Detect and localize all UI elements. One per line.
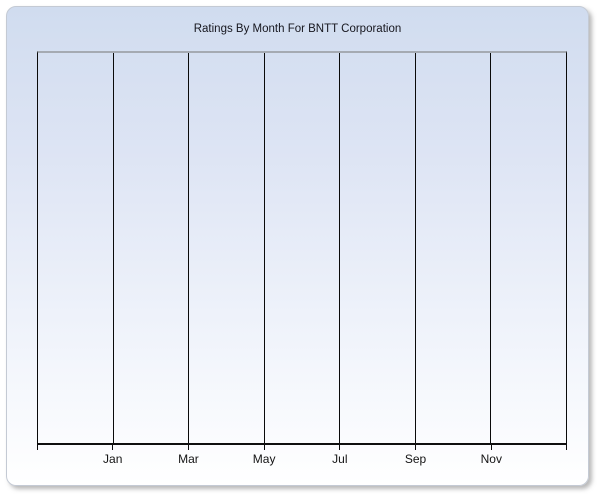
x-axis-label: Mar (178, 452, 199, 466)
x-axis-tick (339, 445, 341, 450)
x-axis-tick (37, 445, 38, 450)
x-axis-label: Jul (332, 452, 348, 466)
x-axis-label: Jan (103, 452, 123, 466)
x-axis-label: Nov (480, 452, 502, 466)
x-axis-ticks (37, 445, 567, 450)
gridline-vertical (490, 53, 492, 443)
x-axis-tick (112, 445, 114, 450)
gridline-vertical (263, 53, 265, 443)
chart-panel: Ratings By Month For BNTT Corporation Ja… (6, 6, 589, 486)
x-axis-labels: Jan Mar May Jul Sep Nov (37, 452, 567, 467)
gridline-vertical (339, 53, 341, 443)
x-axis-tick (415, 445, 417, 450)
x-axis-tick (187, 445, 189, 450)
x-axis-label: Sep (404, 452, 427, 466)
plot-area (37, 51, 567, 445)
gridline-vertical (112, 53, 114, 443)
gridline-vertical (188, 53, 190, 443)
gridline-vertical (414, 53, 416, 443)
chart-title: Ratings By Month For BNTT Corporation (193, 23, 402, 35)
x-axis-tick (263, 445, 265, 450)
x-axis-tick (566, 445, 567, 450)
x-axis-label: May (252, 452, 276, 466)
x-axis-tick (490, 445, 492, 450)
